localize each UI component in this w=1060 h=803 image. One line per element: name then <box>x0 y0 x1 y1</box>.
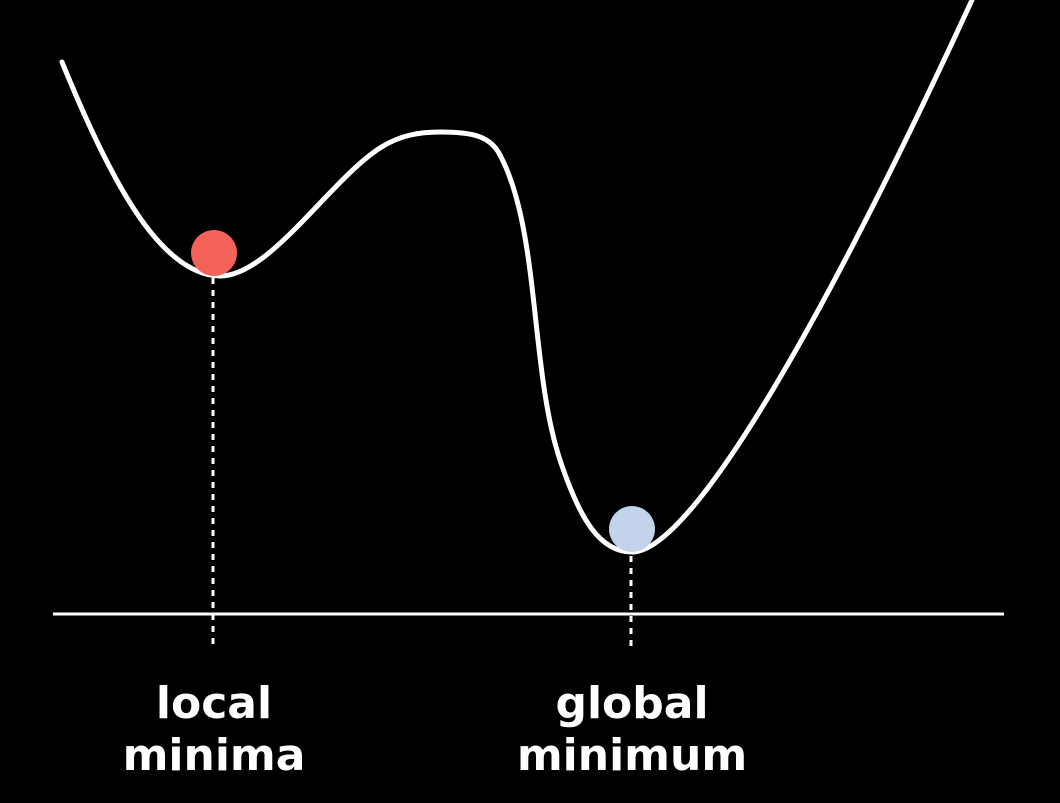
global-minimum-label-line1: global <box>555 678 709 729</box>
local-minima-ball <box>191 230 237 276</box>
global-minimum-label-line2: minimum <box>516 730 748 781</box>
loss-curve <box>59 0 975 555</box>
global-minimum-label: global minimum <box>502 678 762 782</box>
local-minima-label: local minima <box>84 678 344 782</box>
local-minima-label-line2: minima <box>122 730 306 781</box>
local-minima-label-line1: local <box>155 678 273 729</box>
global-minimum-ball <box>609 506 655 552</box>
